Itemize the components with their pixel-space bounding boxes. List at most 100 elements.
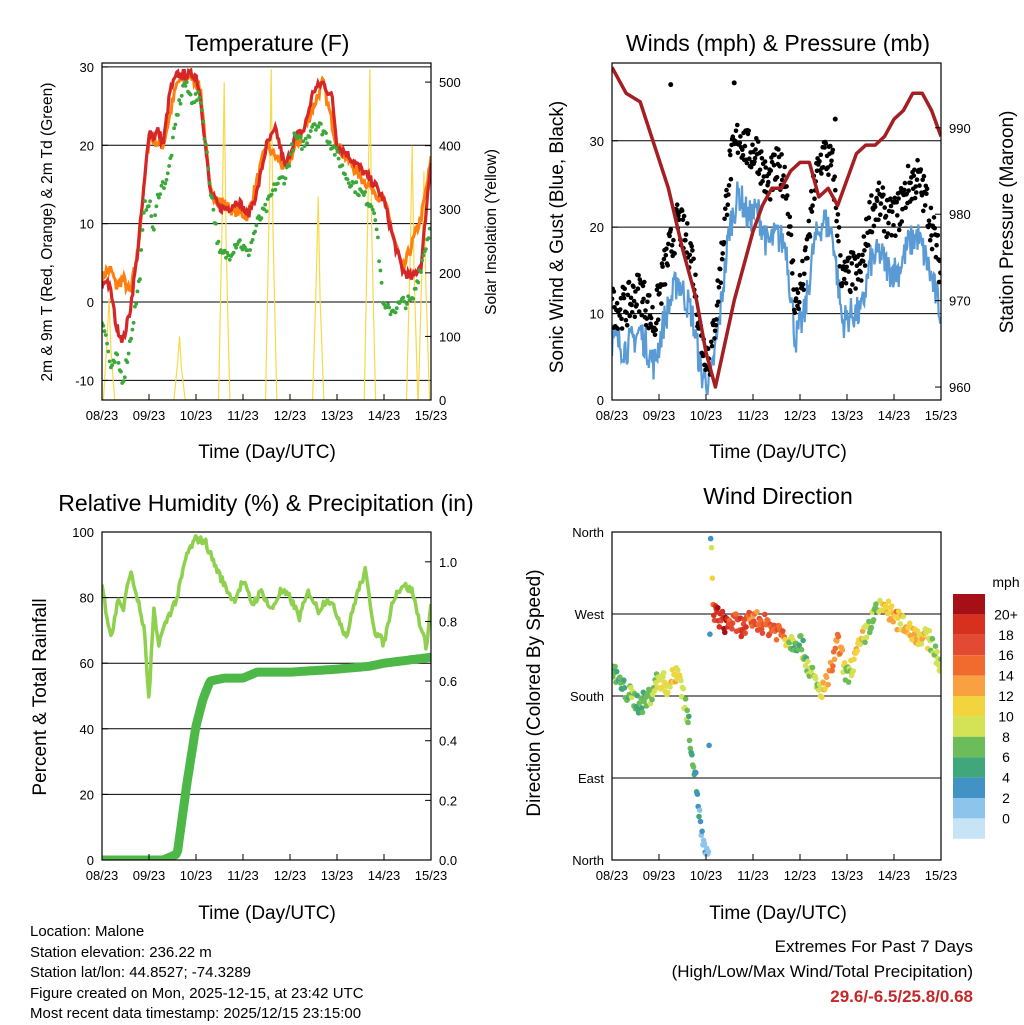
direction-point: [759, 630, 766, 636]
y-tick-label: West: [575, 607, 605, 622]
gust-point: [862, 248, 867, 253]
direction-point: [699, 828, 705, 835]
dewpoint-point: [346, 181, 351, 186]
temperature-title: Temperature (F): [185, 30, 350, 56]
dewpoint-point: [214, 221, 218, 226]
direction-point: [854, 648, 860, 654]
direction-point: [937, 668, 941, 674]
gust-point: [928, 205, 934, 211]
gust-point: [869, 229, 875, 235]
gust-point: [632, 314, 638, 320]
colorbar-label: 18: [998, 627, 1014, 643]
gust-point: [663, 253, 669, 258]
gust-point: [622, 286, 627, 292]
dewpoint-point: [416, 280, 421, 285]
gust-point: [735, 122, 740, 128]
dewpoint-point: [121, 379, 126, 383]
y-tick-label: 80: [80, 591, 94, 606]
gust-point: [914, 177, 920, 182]
gust-point: [709, 339, 714, 345]
dewpoint-point: [141, 210, 146, 215]
extremes-heading: Extremes For Past 7 Days: [774, 937, 973, 956]
dewpoint-point: [282, 181, 287, 186]
gust-point: [926, 218, 932, 223]
dewpoint-point: [163, 181, 168, 186]
gust-point: [866, 215, 872, 220]
gust-point: [687, 252, 693, 258]
gust-point: [888, 196, 893, 201]
gust-point: [797, 299, 802, 305]
colorbar-swatch: [953, 818, 985, 839]
station-latlon: Station lat/lon: 44.8527; -74.3289: [30, 964, 252, 981]
direction-point: [706, 742, 712, 749]
direction-point: [671, 671, 678, 678]
dewpoint-point: [253, 229, 257, 234]
gust-point: [728, 152, 733, 158]
dewpoint-point: [349, 183, 354, 188]
dewpoint-point: [379, 280, 384, 285]
dewpoint-point: [283, 176, 288, 181]
gust-point: [818, 152, 824, 158]
direction-point: [675, 667, 681, 673]
direction-point: [812, 675, 819, 682]
direction-point: [696, 813, 702, 820]
temperature-plot-frame: [101, 62, 432, 401]
gust-point: [924, 186, 930, 192]
gust-point: [807, 234, 813, 239]
dewpoint-point: [183, 84, 188, 88]
direction-panel: Wind Direction North East South West North 0…: [524, 483, 1020, 924]
gust-point: [733, 128, 739, 134]
x-tick-label: 14/23: [368, 408, 401, 423]
direction-point: [798, 633, 804, 639]
gust-point: [905, 163, 911, 169]
gust-point: [846, 269, 851, 274]
direction-point: [690, 764, 697, 770]
direction-point: [934, 648, 940, 655]
gust-point: [860, 258, 866, 264]
direction-point: [696, 807, 703, 813]
gust-point: [635, 286, 641, 292]
gust-point: [856, 252, 862, 258]
dewpoint-point: [159, 183, 164, 188]
gust-point: [914, 190, 919, 195]
gust-point: [767, 197, 773, 202]
gust-point: [802, 271, 807, 277]
dewpoint-point: [148, 199, 153, 204]
dewpoint-point: [373, 218, 378, 223]
gust-point: [713, 322, 719, 328]
dewpoint-point: [131, 320, 136, 325]
gust-point: [643, 308, 648, 313]
gust-point: [617, 307, 623, 312]
direction-point: [829, 667, 835, 674]
gust-point: [861, 234, 867, 239]
colorbar-label: 2: [1002, 790, 1010, 806]
gust-point: [740, 153, 746, 158]
direction-point: [636, 700, 643, 706]
gust-point: [792, 310, 798, 316]
gust-point: [902, 187, 907, 193]
dewpoint-point: [240, 247, 245, 252]
gust-point: [881, 229, 887, 234]
gust-point: [836, 238, 841, 244]
gust-point: [661, 256, 667, 262]
y-tick-label: 20: [80, 787, 94, 802]
gust-point: [889, 232, 894, 238]
y2-tick-label: 200: [439, 266, 461, 281]
dewpoint-point: [162, 186, 166, 191]
humidity-title: Relative Humidity (%) & Precipitation (i…: [58, 490, 473, 516]
y2-tick-label: 500: [439, 75, 461, 90]
dewpoint-point: [207, 181, 212, 186]
gust-point: [932, 225, 937, 231]
gust-point: [878, 201, 884, 206]
direction-point: [758, 617, 764, 624]
gust-point: [724, 212, 730, 218]
gust-point: [800, 282, 806, 287]
gust-point: [911, 173, 917, 178]
dewpoint-point: [152, 227, 156, 232]
direction-point: [834, 638, 840, 644]
direction-point: [870, 617, 877, 623]
gust-point: [795, 290, 801, 296]
gust-point: [766, 179, 771, 185]
direction-point: [701, 840, 708, 847]
direction-point: [809, 664, 816, 671]
